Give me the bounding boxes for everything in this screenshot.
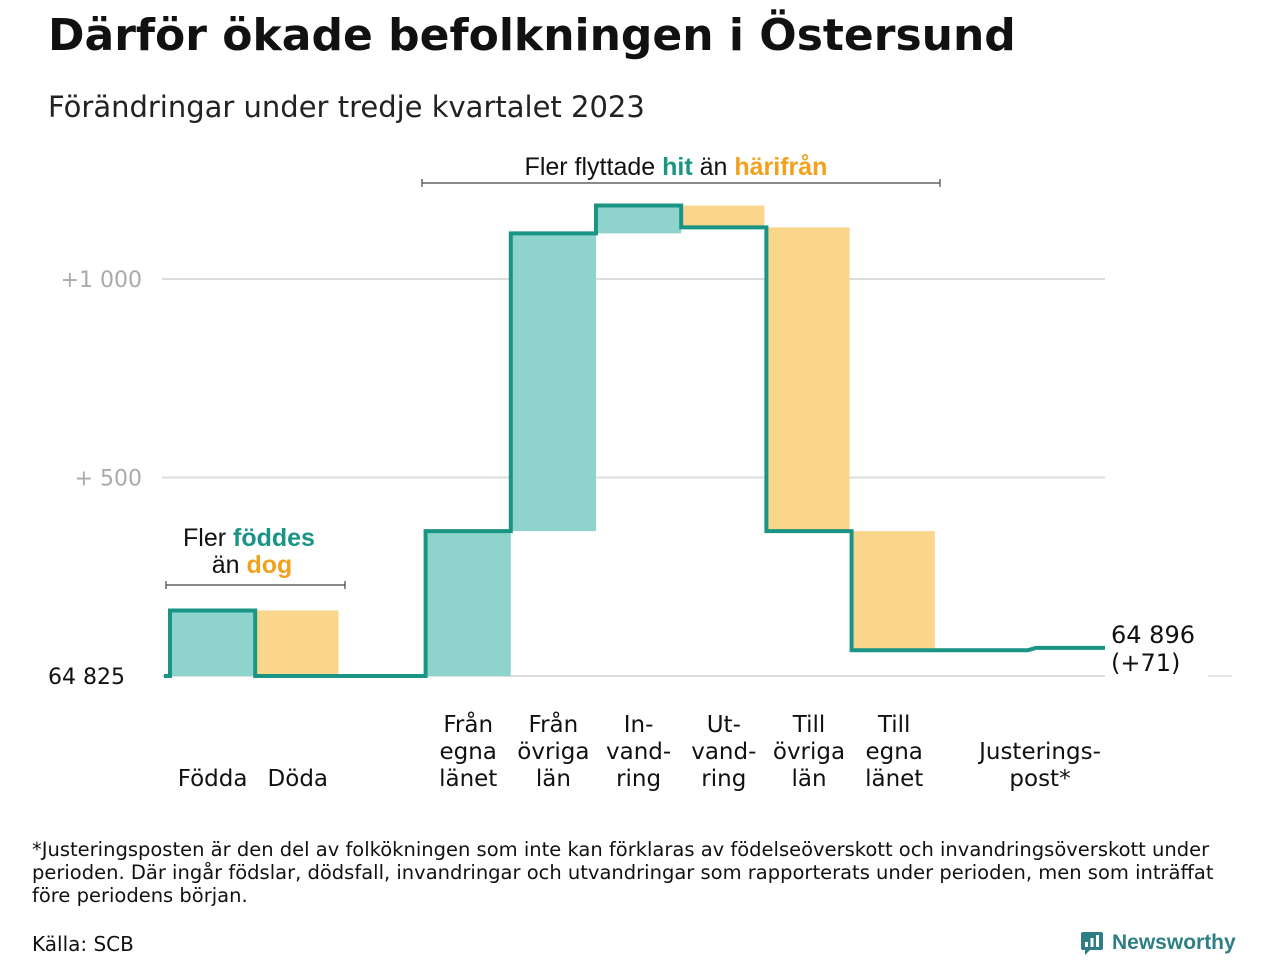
waterfall-step-line bbox=[164, 203, 1105, 678]
bar-increase bbox=[510, 233, 596, 532]
footnote: *Justeringsposten är den del av folkökni… bbox=[32, 838, 1214, 907]
x-category-label: Ut-vand-ring bbox=[691, 712, 756, 792]
x-category-label: Födda bbox=[178, 766, 248, 792]
bar-increase bbox=[170, 610, 256, 676]
births-annotation-line2: än dog bbox=[212, 551, 293, 579]
base-value-label: 64 825 bbox=[48, 665, 125, 690]
chart-title: Därför ökade befolkningen i Östersund bbox=[48, 10, 1016, 61]
x-category-label: Från övriga län bbox=[517, 710, 589, 792]
bar-decrease bbox=[257, 610, 339, 676]
migration-annotation: Fler flyttade hit än härifrån bbox=[525, 153, 828, 181]
x-category-label: Justerings-post* bbox=[977, 739, 1101, 792]
chart-subtitle: Förändringar under tredje kvartalet 2023 bbox=[48, 90, 645, 124]
brand-logo[interactable]: Newsworthy bbox=[1080, 928, 1236, 958]
x-category-label: Till egna länet bbox=[865, 712, 923, 792]
bar-decrease bbox=[683, 205, 765, 228]
bar-decrease bbox=[853, 531, 935, 651]
x-category-label: Till övriga län bbox=[773, 712, 845, 792]
bar-increase bbox=[596, 205, 682, 234]
x-category-label: Döda bbox=[268, 766, 328, 792]
source-note: Källa: SCB bbox=[32, 932, 134, 956]
x-category-label: In-vand-ring bbox=[606, 712, 671, 792]
x-category-label: Från egna länet bbox=[439, 710, 497, 792]
bar-decrease bbox=[768, 227, 850, 532]
y-tick-label: + 500 bbox=[75, 467, 142, 492]
births-annotation-line1: Fler föddes bbox=[183, 524, 315, 552]
y-tick-label: +1 000 bbox=[61, 268, 142, 293]
brand-name: Newsworthy bbox=[1112, 931, 1236, 954]
waterfall-chart: + 500 +1 000 64 825 Födda Döda Från egna länet F… bbox=[48, 153, 1232, 792]
final-value-label: 64 896 (+71) bbox=[1111, 621, 1195, 677]
bar-increase bbox=[425, 531, 511, 676]
chart-bubble-icon bbox=[1081, 932, 1103, 955]
